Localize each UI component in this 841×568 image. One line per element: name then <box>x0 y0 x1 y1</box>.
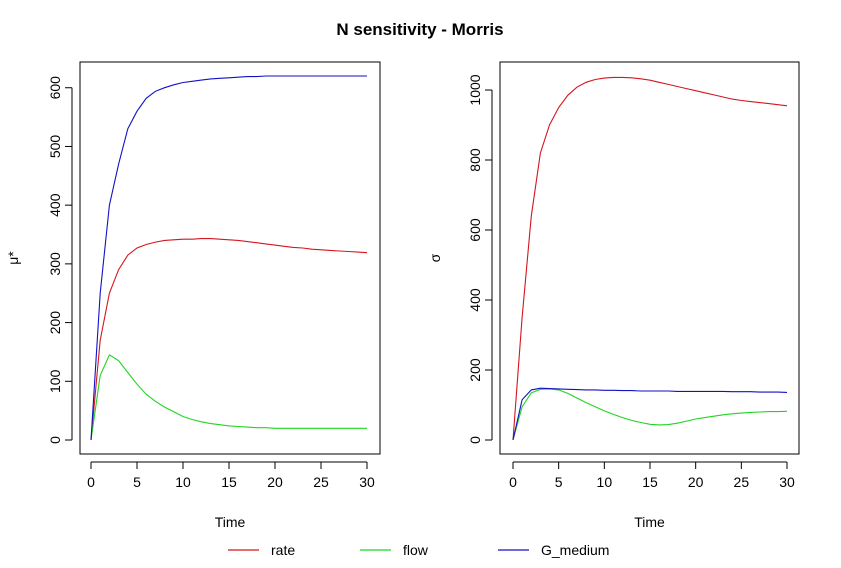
x-tick-label: 0 <box>509 474 517 490</box>
x-tick-label: 5 <box>555 474 563 490</box>
x-tick-label: 10 <box>597 474 613 490</box>
x-tick-label: 25 <box>734 474 750 490</box>
y-tick-label: 200 <box>47 311 63 335</box>
legend-item-flow: flow <box>360 542 429 558</box>
y-tick-label: 400 <box>47 193 63 217</box>
plot-frame <box>499 61 800 455</box>
x-tick-label: 10 <box>175 474 191 490</box>
legend: rate flow G_medium <box>228 542 609 558</box>
series-line-flow <box>90 354 367 441</box>
x-tick-label: 15 <box>642 474 658 490</box>
x-tick-label: 20 <box>688 474 704 490</box>
y-tick-label: 600 <box>467 218 483 242</box>
y-tick-label: 0 <box>47 436 63 444</box>
plot-frame <box>79 61 381 455</box>
y-tick-label: 800 <box>467 148 483 172</box>
x-tick-label: 30 <box>779 474 795 490</box>
y-tick-label: 500 <box>47 135 63 159</box>
series-line-rate <box>90 238 368 441</box>
panel-2: 0 5 10 15 20 25 30 0 200 400 600 800 1000 Time σ <box>427 61 800 530</box>
y-tick-label: 0 <box>467 436 483 444</box>
x-tick-label: 25 <box>313 474 329 490</box>
series-line-g-medium <box>90 75 367 441</box>
legend-item-g-medium: G_medium <box>498 542 609 558</box>
y-tick-label: 300 <box>47 252 63 276</box>
x-axis-label: Time <box>215 514 246 530</box>
x-tick-label: 0 <box>87 474 95 490</box>
y-tick-label: 400 <box>467 288 483 312</box>
x-tick-label: 20 <box>267 474 283 490</box>
y-tick-label: 200 <box>467 358 483 382</box>
y-axis-label: σ <box>427 253 443 262</box>
y-axis-label: μ* <box>5 251 21 265</box>
y-tick-label: 600 <box>47 76 63 100</box>
legend-label: flow <box>403 542 429 558</box>
series-line-g-medium <box>512 387 788 441</box>
x-axis-label: Time <box>634 514 665 530</box>
series-line-flow <box>512 388 788 441</box>
legend-label: G_medium <box>541 542 609 558</box>
legend-label: rate <box>271 542 295 558</box>
y-tick-label: 1000 <box>467 74 483 105</box>
legend-item-rate: rate <box>228 542 295 558</box>
x-tick-label: 5 <box>133 474 141 490</box>
x-tick-label: 30 <box>359 474 375 490</box>
series-line-rate <box>512 76 788 441</box>
figure-title: N sensitivity - Morris <box>336 20 503 39</box>
x-tick-label: 15 <box>221 474 237 490</box>
y-tick-label: 100 <box>47 369 63 393</box>
